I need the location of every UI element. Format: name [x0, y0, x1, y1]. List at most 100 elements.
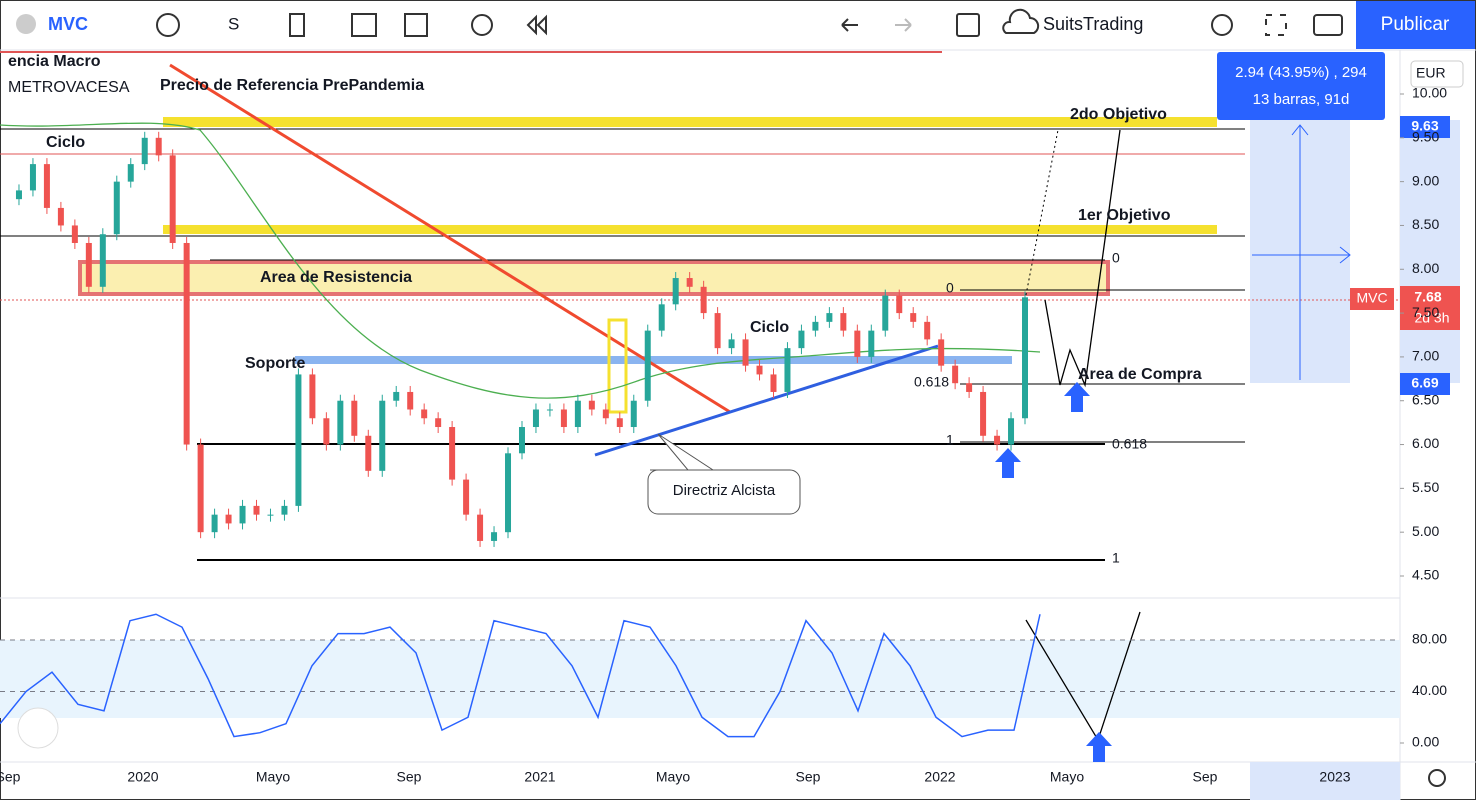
currency-select[interactable] [1410, 60, 1464, 88]
symbol-tag-text: MVC [1356, 290, 1387, 306]
measure-time-area [1250, 762, 1400, 800]
candle [700, 286, 707, 314]
support-band [295, 356, 1012, 364]
stoch-tick-label: 40.00 [1412, 682, 1447, 698]
candle [393, 391, 400, 401]
resistance-zone [78, 260, 1110, 296]
indicators[interactable] [351, 13, 377, 37]
candle [197, 444, 204, 533]
layout[interactable] [956, 13, 980, 37]
time-label: 2023 [1319, 769, 1350, 785]
fib-label: 1 [946, 432, 954, 448]
candle [351, 400, 358, 436]
time-label: Sep [0, 769, 21, 785]
publish-button[interactable] [1356, 1, 1475, 49]
currency[interactable]: EUR [1416, 65, 1446, 81]
price-tick-label: 6.50 [1412, 391, 1439, 407]
add-symbol[interactable] [156, 13, 180, 37]
settings[interactable] [1211, 14, 1233, 36]
candle [784, 348, 791, 392]
projection-dotted [1024, 129, 1059, 301]
stoch-tick-label: 0.00 [1412, 734, 1439, 750]
measure-axis-area [1400, 120, 1460, 383]
legend-line: METROVACESA [8, 79, 130, 96]
candle [826, 313, 833, 322]
stoch-tick-label: 80.00 [1412, 631, 1447, 647]
candle [812, 321, 819, 331]
replay[interactable] [526, 14, 547, 36]
candle [505, 453, 512, 533]
candle [798, 330, 805, 349]
candle [253, 505, 260, 515]
price-tick-label: 4.50 [1412, 567, 1439, 583]
candle [756, 365, 763, 375]
trend-line [169, 63, 731, 414]
time-label: Sep [397, 769, 422, 785]
candle [71, 225, 78, 243]
candle [644, 330, 651, 401]
price-tick-label: 10.00 [1412, 85, 1447, 101]
candle [463, 479, 470, 515]
undo[interactable] [841, 18, 858, 32]
fullscreen[interactable] [1265, 14, 1287, 36]
time-label: 2022 [924, 769, 955, 785]
stoch-k [0, 613, 1041, 738]
price-tag [1400, 116, 1450, 138]
candle [435, 418, 442, 428]
candle [99, 234, 106, 287]
candle [57, 207, 64, 226]
annotations: encia Macro METROVACESA Precio de Refere… [8, 53, 1202, 565]
annotation: Directriz Alcista [673, 482, 776, 499]
candle [770, 374, 777, 392]
candle [491, 532, 498, 541]
symbol[interactable]: MVC [48, 14, 88, 34]
settings-icon[interactable] [1428, 769, 1446, 787]
candle [686, 278, 693, 287]
candle [910, 313, 917, 322]
price-tick-label: 8.50 [1412, 216, 1439, 232]
candle [994, 435, 1001, 445]
candle [29, 164, 36, 191]
annotation: Area de Resistencia [260, 269, 412, 286]
chart-type[interactable] [289, 13, 305, 37]
candle [169, 155, 176, 243]
templates[interactable] [404, 13, 428, 37]
highlight-box [607, 318, 628, 414]
moving-average [0, 122, 1041, 399]
alert[interactable] [471, 14, 493, 36]
tv-logo[interactable] [17, 707, 59, 749]
candles [15, 131, 1028, 547]
price-tick-label: 5.50 [1412, 479, 1439, 495]
annotation: Area de Compra [1078, 366, 1202, 383]
measure-arrows [1252, 124, 1351, 380]
time-label: Mayo [256, 769, 290, 785]
layout-name[interactable]: SuitsTrading [1043, 14, 1143, 34]
candle [379, 400, 386, 471]
annotation: 2do Objetivo [1070, 106, 1167, 123]
measure-box [1217, 52, 1385, 120]
candle [560, 409, 567, 428]
candle [127, 164, 134, 182]
candle [141, 137, 148, 165]
cloud[interactable] [1002, 8, 1040, 34]
candle [183, 242, 190, 445]
candle [239, 505, 246, 524]
snapshot[interactable] [1313, 14, 1343, 36]
candle [15, 190, 22, 200]
candle [896, 295, 903, 314]
candle [588, 400, 595, 410]
candle [518, 427, 525, 454]
interval[interactable]: S [228, 14, 239, 33]
fib-label: 1 [1112, 550, 1120, 566]
candle [323, 418, 330, 445]
drawings [0, 51, 1400, 762]
redo[interactable] [895, 18, 912, 32]
publish-label[interactable]: Publicar [1381, 14, 1450, 35]
candle [952, 365, 959, 384]
candle [211, 514, 218, 533]
candle [1022, 297, 1028, 419]
candle [295, 374, 302, 506]
last-price: 7.68 [1414, 289, 1441, 305]
annotation: Ciclo [750, 319, 789, 336]
fib-label: 0 [946, 280, 954, 296]
